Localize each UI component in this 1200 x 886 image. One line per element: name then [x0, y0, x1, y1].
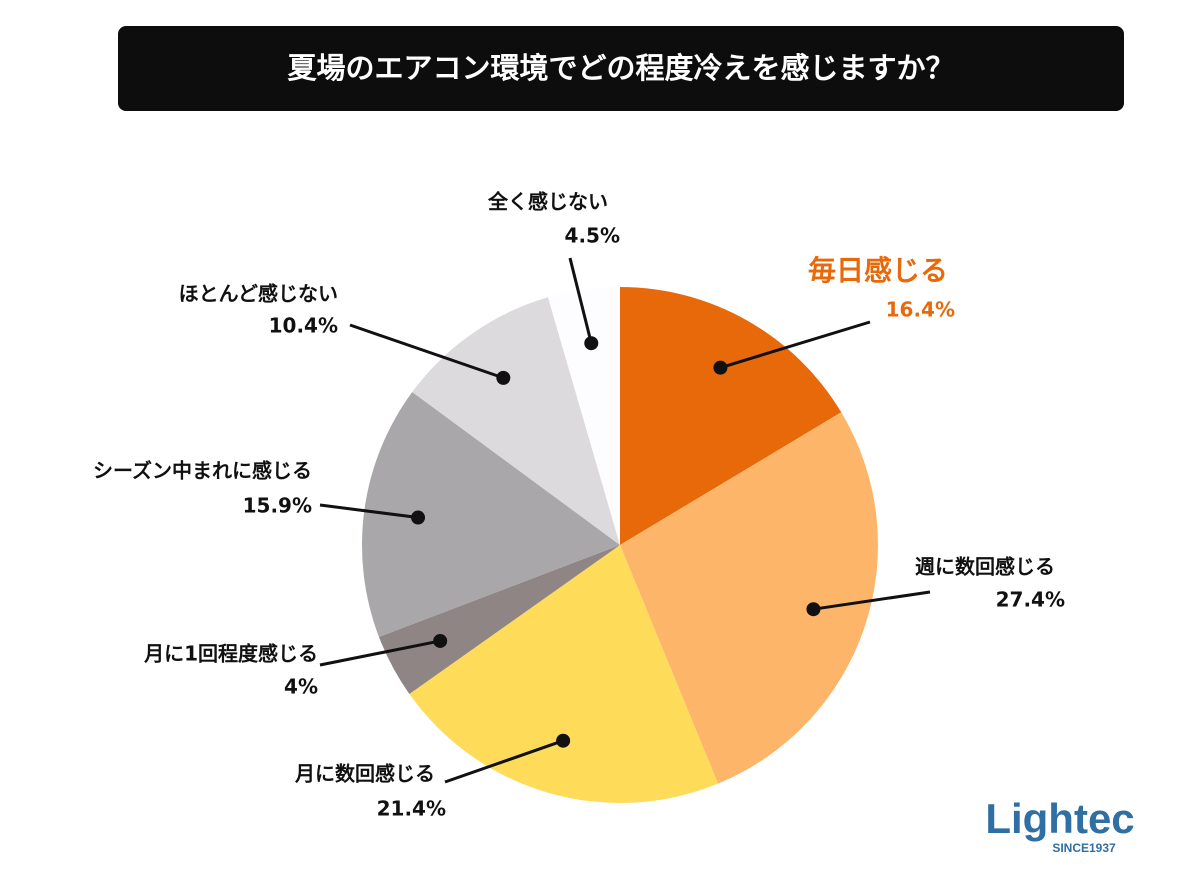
slice-label: 全く感じない — [487, 190, 608, 214]
leader-dot — [411, 510, 426, 525]
slice-label: 月に数回感じる — [294, 762, 435, 786]
pie-slice — [620, 287, 842, 545]
pie — [362, 287, 879, 804]
slice-value-label: 10.4% — [269, 314, 338, 338]
chart-title: 夏場のエアコン環境でどの程度冷えを感じますか？ — [287, 51, 954, 85]
pie-slice — [378, 545, 620, 695]
leader-line — [349, 323, 504, 380]
slice-value-label: 4% — [284, 675, 318, 699]
leader-dot — [433, 633, 448, 648]
leader-line — [813, 590, 931, 611]
labels: 毎日感じる 16.4% 週に数回感じる 27.4% 月に数回感じる 21.4% 月に1回程度… — [93, 190, 1065, 821]
leader-dot — [806, 602, 821, 617]
leader-line — [319, 639, 441, 667]
leader-line — [444, 739, 564, 784]
title-bar — [118, 26, 1124, 111]
pie-slice — [362, 392, 620, 637]
slice-value-label: 16.4% — [886, 298, 955, 322]
slice-label: シーズン中まれに感じる — [93, 459, 312, 483]
slice-label: ほとんど感じない — [179, 282, 338, 306]
leader-dot — [584, 336, 599, 351]
slice-value-label: 27.4% — [996, 588, 1065, 612]
pie-slice — [412, 297, 620, 545]
slice-label: 月に1回程度感じる — [143, 642, 318, 666]
logo-since: SINCE1937 — [1052, 841, 1116, 855]
leader-dot — [496, 370, 511, 385]
pie-slice — [409, 545, 718, 804]
leader-line — [319, 503, 419, 520]
leader-line — [568, 257, 593, 344]
slice-value-label: 4.5% — [565, 224, 620, 248]
slice-label: 毎日感じる — [808, 254, 948, 287]
leader-line — [719, 320, 871, 370]
logo-name: Lightec — [985, 795, 1134, 842]
slice-value-label: 15.9% — [243, 494, 312, 518]
pie-slice — [620, 412, 879, 784]
pie-slice — [548, 287, 620, 545]
slice-label: 週に数回感じる — [915, 555, 1055, 579]
slice-value-label: 21.4% — [377, 797, 446, 821]
leader-dot — [556, 733, 571, 748]
leader-dot — [713, 360, 728, 375]
